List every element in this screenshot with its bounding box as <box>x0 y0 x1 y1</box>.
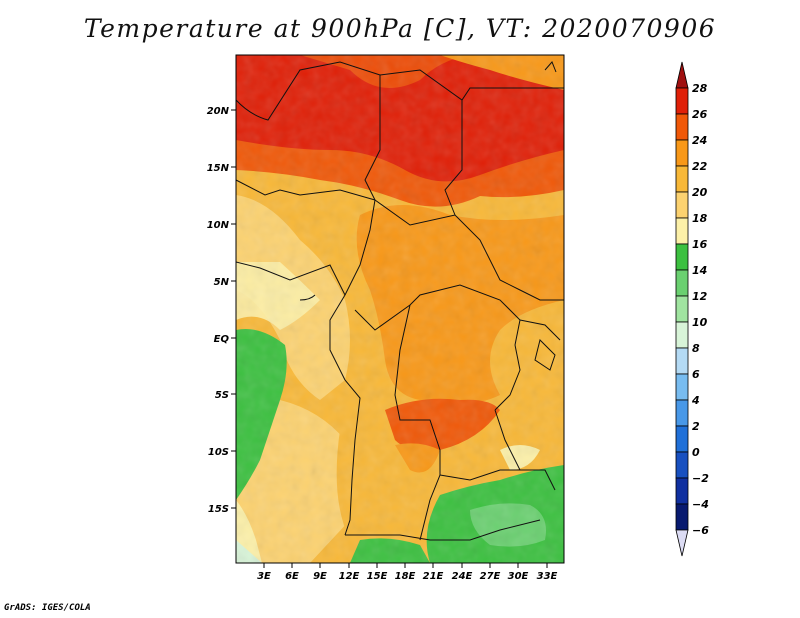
colorbar-swatch-1 <box>675 87 689 115</box>
lat-label-eq: EQ <box>214 334 230 345</box>
lon-label-9e: 9E <box>313 571 327 582</box>
colorbar-label: −6 <box>692 524 709 537</box>
lon-label-3e: 3E <box>257 571 271 582</box>
colorbar-label: 10 <box>692 316 708 329</box>
colorbar-label: 28 <box>692 82 708 95</box>
colorbar-swatch-14 <box>675 425 689 453</box>
lon-label-30e: 30E <box>508 571 529 582</box>
colorbar-label: −2 <box>692 472 709 485</box>
country-borders <box>236 61 564 541</box>
colorbar-swatch-11 <box>675 347 689 375</box>
lat-label-20n: 20N <box>207 106 230 117</box>
colorbar-swatch-3 <box>675 139 689 167</box>
lon-label-24e: 24E <box>452 571 473 582</box>
footer-credit: GrADS: IGES/COLA <box>4 603 91 613</box>
colorbar-swatch-9 <box>675 295 689 323</box>
colorbar-swatch-0 <box>675 61 689 89</box>
lon-label-18e: 18E <box>395 571 416 582</box>
colorbar-label: 0 <box>692 446 700 459</box>
lon-label-21e: 21E <box>423 571 444 582</box>
colorbar-swatch-2 <box>675 113 689 141</box>
colorbar-label: 20 <box>692 186 708 199</box>
lat-label-15n: 15N <box>207 163 230 174</box>
colorbar-swatch-15 <box>675 451 689 479</box>
colorbar-label: 16 <box>692 238 708 251</box>
longitude-axis: 3E 6E 9E 12E 15E 18E 21E 24E 27E 30E 33E <box>257 563 558 582</box>
colorbar-swatch-6 <box>675 217 689 245</box>
colorbar-label: 18 <box>692 212 708 225</box>
colorbar-label: 8 <box>692 342 700 355</box>
chart-title: Temperature at 900hPa [C], VT: 202007090… <box>83 14 717 43</box>
colorbar-swatch-7 <box>675 243 689 271</box>
temperature-field <box>236 55 564 563</box>
colorbar-label: 6 <box>692 368 700 381</box>
colorbar-label: −4 <box>692 498 709 511</box>
lat-label-15s: 15S <box>208 504 229 515</box>
colorbar-label: 26 <box>692 108 708 121</box>
colorbar-swatch-13 <box>675 399 689 427</box>
lon-label-33e: 33E <box>537 571 558 582</box>
colorbar-swatch-4 <box>675 165 689 193</box>
colorbar-label: 12 <box>692 290 708 303</box>
lon-label-6e: 6E <box>285 571 299 582</box>
lat-label-5n: 5N <box>214 277 230 288</box>
colorbar-swatch-8 <box>675 269 689 297</box>
lat-label-10s: 10S <box>208 447 229 458</box>
map-frame <box>235 54 565 564</box>
lat-label-10n: 10N <box>207 220 230 231</box>
colorbar-swatch-5 <box>675 191 689 219</box>
colorbar-label: 24 <box>692 134 707 147</box>
colorbar-swatch-17 <box>675 503 689 531</box>
colorbar-label: 22 <box>692 160 708 173</box>
colorbar-swatch-18 <box>675 529 689 557</box>
lon-label-12e: 12E <box>339 571 360 582</box>
lon-label-15e: 15E <box>367 571 388 582</box>
colorbar-label: 2 <box>692 420 700 433</box>
colorbar-label: 4 <box>691 394 700 407</box>
latitude-axis: 20N 15N 10N 5N EQ 5S 10S 15S <box>207 106 236 515</box>
colorbar-swatch-12 <box>675 373 689 401</box>
colorbar-swatch-16 <box>675 477 689 505</box>
colorbar-swatch-10 <box>675 321 689 349</box>
lon-label-27e: 27E <box>480 571 501 582</box>
lat-label-5s: 5S <box>215 390 229 401</box>
colorbar-label: 14 <box>692 264 707 277</box>
